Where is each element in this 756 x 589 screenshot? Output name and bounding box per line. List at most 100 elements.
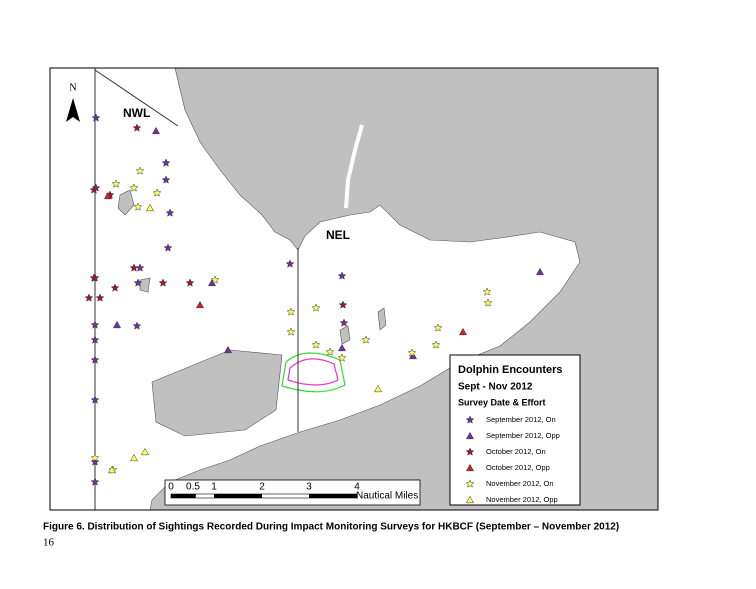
legend-label: October 2012, On bbox=[486, 447, 546, 456]
legend-label: September 2012, Opp bbox=[486, 431, 560, 440]
scale-bar: 0 0.5 1 2 3 4 Nautical Miles bbox=[164, 479, 421, 506]
star-marker bbox=[84, 293, 94, 302]
legend-title: Dolphin Encounters bbox=[458, 364, 563, 376]
star-marker bbox=[91, 113, 101, 122]
star-marker bbox=[132, 123, 142, 132]
star-marker bbox=[407, 348, 417, 357]
page-number: 16 bbox=[43, 537, 55, 549]
scale-label: 1 bbox=[211, 482, 217, 493]
island bbox=[117, 189, 135, 216]
island bbox=[139, 277, 151, 293]
scale-label: 4 bbox=[354, 482, 360, 493]
star-marker bbox=[210, 275, 220, 284]
star-marker bbox=[361, 335, 371, 344]
star-marker bbox=[337, 271, 347, 280]
star-marker bbox=[90, 335, 100, 344]
star-marker bbox=[90, 457, 100, 466]
triangle-marker bbox=[129, 453, 139, 462]
works-area bbox=[281, 352, 346, 393]
triangle-marker bbox=[465, 463, 475, 472]
star-marker bbox=[285, 259, 295, 268]
star-marker bbox=[90, 477, 100, 486]
triangle-marker bbox=[458, 327, 468, 336]
triangle-marker bbox=[223, 345, 233, 354]
star-marker bbox=[337, 353, 347, 362]
star-marker bbox=[111, 179, 121, 188]
caption: Figure 6. Distribution of Sightings Reco… bbox=[43, 522, 619, 533]
scale-box bbox=[164, 479, 421, 506]
sightings bbox=[84, 113, 545, 486]
star-marker bbox=[90, 273, 100, 282]
legend-box bbox=[449, 354, 581, 506]
legend-label: September 2012, On bbox=[486, 415, 556, 424]
triangle-marker bbox=[465, 431, 475, 440]
star-marker bbox=[465, 415, 475, 424]
scale-label: 2 bbox=[259, 482, 265, 493]
star-marker bbox=[465, 447, 475, 456]
star-marker bbox=[90, 355, 100, 364]
island bbox=[377, 307, 387, 331]
channel bbox=[344, 124, 364, 209]
triangle-marker bbox=[103, 191, 113, 200]
triangle-marker bbox=[535, 267, 545, 276]
star-marker bbox=[129, 183, 139, 192]
scale-label: 0.5 bbox=[186, 482, 200, 493]
legend-label: November 2012, On bbox=[486, 479, 554, 488]
star-marker bbox=[325, 347, 335, 356]
star-marker bbox=[286, 327, 296, 336]
triangle-marker bbox=[195, 300, 205, 309]
scale-segment bbox=[193, 494, 196, 498]
scale-segment bbox=[187, 494, 191, 498]
star-marker bbox=[163, 243, 173, 252]
legend-label: November 2012, Opp bbox=[486, 495, 558, 504]
star-marker bbox=[431, 340, 441, 349]
north-arrow bbox=[66, 98, 80, 122]
star-marker bbox=[311, 340, 321, 349]
scale-segment bbox=[176, 494, 180, 498]
star-marker bbox=[465, 479, 475, 488]
legend: Dolphin Encounters Sept - Nov 2012 Surve… bbox=[449, 354, 581, 506]
star-marker bbox=[90, 395, 100, 404]
star-marker bbox=[90, 320, 100, 329]
scale-unit: Nautical Miles bbox=[356, 491, 418, 502]
airport-island bbox=[151, 349, 283, 437]
island bbox=[339, 325, 351, 345]
scale-segment bbox=[171, 494, 174, 498]
star-marker bbox=[339, 318, 349, 327]
star-marker bbox=[185, 278, 195, 287]
star-marker bbox=[286, 307, 296, 316]
star-marker bbox=[483, 298, 493, 307]
legend-label: October 2012, Opp bbox=[486, 463, 550, 472]
star-marker bbox=[158, 278, 168, 287]
star-marker bbox=[110, 283, 120, 292]
star-marker bbox=[433, 323, 443, 332]
star-marker bbox=[161, 175, 171, 184]
triangle-marker bbox=[465, 495, 475, 504]
triangle-marker bbox=[337, 343, 347, 352]
north-label: N bbox=[69, 82, 76, 93]
star-marker bbox=[482, 287, 492, 296]
scale-label: 0 bbox=[168, 482, 174, 493]
star-marker bbox=[132, 321, 142, 330]
triangle-marker bbox=[373, 384, 383, 393]
triangle-marker bbox=[112, 320, 122, 329]
star-marker bbox=[95, 293, 105, 302]
star-marker bbox=[152, 188, 162, 197]
triangle-marker bbox=[140, 447, 150, 456]
star-marker bbox=[129, 263, 139, 272]
star-marker bbox=[165, 208, 175, 217]
scale-segment bbox=[214, 494, 262, 498]
frame bbox=[49, 67, 659, 511]
triangle-marker bbox=[151, 126, 161, 135]
triangle-marker bbox=[145, 203, 155, 212]
boundary bbox=[94, 69, 179, 127]
legend-subtitle: Sept - Nov 2012 bbox=[458, 382, 533, 393]
area-label: NWL bbox=[123, 106, 150, 120]
scale-label: 3 bbox=[306, 482, 312, 493]
triangle-marker bbox=[107, 465, 117, 474]
legend-heading: Survey Date & Effort bbox=[458, 397, 546, 407]
works-area bbox=[287, 358, 339, 386]
star-marker bbox=[90, 453, 100, 462]
star-marker bbox=[135, 166, 145, 175]
